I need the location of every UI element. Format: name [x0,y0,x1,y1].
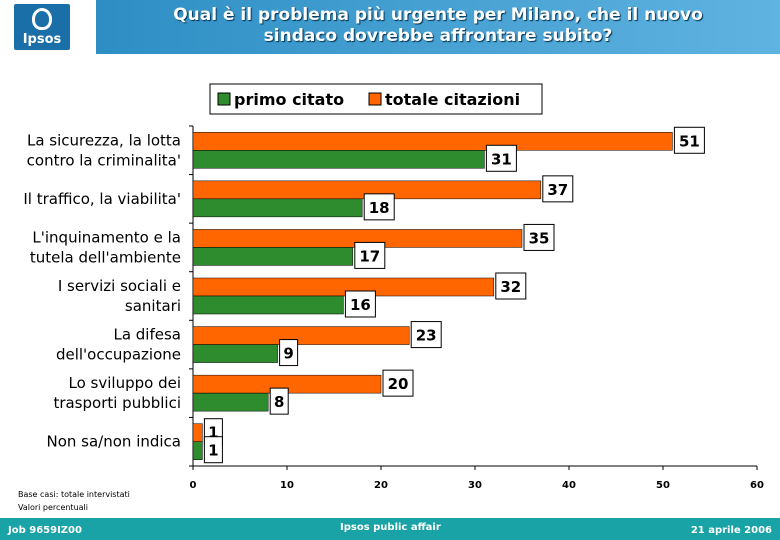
x-tick-label: 0 [190,480,197,491]
footer-center: Ipsos public affair [340,522,441,533]
category-label: Non sa/non indica [47,433,182,451]
category-label: trasporti pubblici [53,394,181,412]
bar-primo [192,344,278,363]
legend-label: totale citazioni [385,90,520,109]
page-title: Qual è il problema più urgente per Milan… [96,5,780,47]
title-line-1: Qual è il problema più urgente per Milan… [173,5,703,25]
logo-badge: Ipsos [14,4,70,50]
data-label-totale: 32 [500,278,521,296]
data-label-totale: 20 [388,375,409,393]
x-tick-label: 10 [280,480,294,491]
footer-job: Job 9659IZ00 [8,525,82,536]
ipsos-logo: Ipsos [0,0,93,54]
data-label-primo: 17 [359,247,380,265]
x-tick-label: 30 [468,480,482,491]
data-label-primo-box [279,339,299,367]
base-note: Base casi: totale intervistati [18,490,130,499]
category-label: Il traffico, la viabilita' [23,190,181,208]
bar-totale [192,132,673,151]
bar-primo [192,392,269,412]
category-label: I servizi sociali e [58,277,181,295]
bar-primo [192,198,363,218]
bar-totale [192,423,203,442]
data-label-primo: 18 [369,199,390,217]
data-label-primo: 9 [283,345,293,363]
data-label-primo: 31 [491,150,512,168]
bar-primo [192,247,354,266]
legend-swatch [368,92,382,106]
data-label-primo: 8 [274,393,284,411]
data-label-totale-box [673,126,705,154]
ipsos-mark-icon [32,8,52,30]
data-label-primo-box [203,436,223,464]
bar-primo [192,441,203,460]
chart-notes: Base casi: totale intervistati Valori pe… [18,488,130,514]
category-label: contro la criminalita' [27,151,181,169]
data-label-primo-box [363,193,395,221]
x-tick-label: 40 [562,480,576,491]
data-label-primo-box [354,241,386,269]
data-label-totale: 51 [679,132,700,150]
legend-swatch [217,92,231,106]
bar-primo [192,150,485,169]
data-label-totale: 23 [416,327,437,345]
values-note: Valori percentuali [18,503,88,512]
data-label-totale: 37 [547,181,568,199]
footer-bar: Job 9659IZ00 Ipsos public affair 21 apri… [0,518,780,540]
x-tick-label: 20 [374,480,388,491]
logo-text: Ipsos [22,32,62,47]
title-line-2: sindaco dovrebbe affrontare subito? [263,26,613,46]
data-label-totale: 1 [208,424,218,442]
bar-chart: primo citato totale citazioni 0 10 20 30 40 50 6… [23,83,764,491]
data-label-primo: 16 [350,296,371,314]
title-banner: Qual è il problema più urgente per Milan… [96,0,780,54]
data-label-primo: 1 [208,442,218,460]
category-label: La sicurezza, la lotta [27,131,181,149]
x-tick-label: 60 [750,480,764,491]
category-label: tutela dell'ambiente [30,248,181,266]
data-label-totale: 35 [529,229,550,247]
data-label-totale-box [542,175,574,203]
data-label-primo-box [344,290,376,318]
data-label-totale-box [523,223,555,251]
x-tick-label: 50 [656,480,670,491]
bar-primo [192,295,344,315]
bar-totale [192,326,410,345]
data-label-primo-box [485,144,517,172]
category-label: L'inquinamento e la [32,228,181,246]
data-label-totale-box [382,369,414,397]
category-label: La difesa [113,326,181,344]
data-label-totale-box [410,321,442,349]
category-label: sanitari [125,297,181,315]
footer-date: 21 aprile 2006 [690,525,772,536]
data-label-primo-box [269,387,289,415]
data-label-totale-box [495,272,527,300]
category-label: dell'occupazione [56,346,181,364]
legend-label: primo citato [234,90,344,109]
category-label: Lo sviluppo dei [69,374,181,392]
bar-totale [192,277,495,297]
